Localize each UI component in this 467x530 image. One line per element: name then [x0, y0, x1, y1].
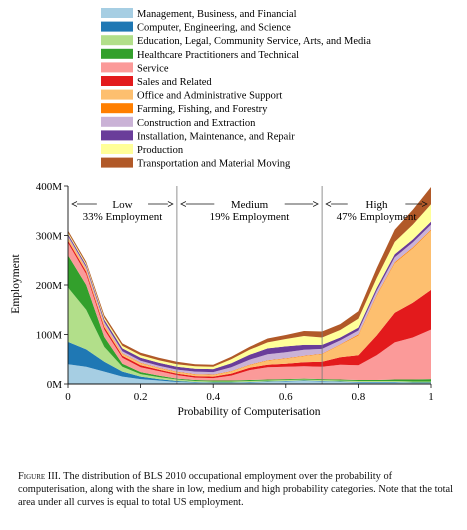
y-tick-label: 400M — [36, 181, 63, 193]
legend-swatch-service — [101, 62, 133, 73]
x-tick-label: 0.2 — [134, 391, 148, 403]
caption-text: The distribution of BLS 2010 occupationa… — [18, 471, 454, 508]
y-tick-label: 200M — [36, 280, 63, 292]
legend-label-farming-fishing-and-forestry: Farming, Fishing, and Forestry — [137, 104, 268, 115]
legend-label-construction-and-extraction: Construction and Extraction — [137, 118, 256, 129]
region-share-1: 33% Employment — [83, 211, 163, 223]
region-arrowhead-left-1 — [71, 201, 78, 207]
stacked-areas — [68, 187, 431, 384]
y-tick-label: 0M — [47, 379, 63, 391]
legend-label-computer-engineering-and-science: Computer, Engineering, and Science — [137, 23, 291, 34]
x-tick-label: 1 — [428, 391, 434, 403]
legend-label-production: Production — [137, 145, 184, 156]
region-arrowhead-left-2 — [180, 201, 187, 207]
x-tick-label: 0.6 — [279, 391, 293, 403]
employment-distribution-chart: Management, Business, and Financial Compu… — [10, 8, 434, 418]
region-arrowhead-right-1 — [167, 201, 174, 207]
region-name-2: Medium — [231, 199, 269, 211]
legend-swatch-farming-fishing-and-forestry — [101, 103, 133, 114]
legend-swatch-sales-and-related — [101, 76, 133, 86]
legend-swatch-transportation-and-material-moving — [101, 157, 133, 168]
legend-swatch-management-business-and-financial — [101, 8, 133, 18]
x-tick-label: 0.8 — [352, 391, 366, 403]
region-arrowhead-right-2 — [312, 201, 319, 207]
legend-label-office-and-administrative-support: Office and Administrative Support — [137, 91, 282, 102]
region-name-1: Low — [112, 199, 132, 211]
region-arrowhead-right-3 — [421, 201, 428, 207]
figure-caption: Figure III. The distribution of BLS 2010… — [18, 470, 454, 509]
caption-lead: Figure III. — [18, 471, 61, 482]
legend-label-healthcare-practitioners-and-technical: Healthcare Practitioners and Technical — [137, 50, 299, 61]
legend-label-sales-and-related: Sales and Related — [137, 77, 212, 88]
legend-swatch-production — [101, 144, 133, 154]
region-arrowhead-left-3 — [325, 201, 332, 207]
x-axis-title: Probability of Computerisation — [177, 406, 320, 418]
legend-swatch-healthcare-practitioners-and-technical — [101, 48, 133, 59]
region-name-3: High — [366, 199, 389, 211]
y-tick-label: 300M — [36, 231, 63, 243]
legend-swatch-construction-and-extraction — [101, 116, 133, 127]
legend-label-service: Service — [137, 63, 169, 74]
legend-swatch-computer-engineering-and-science — [101, 21, 133, 32]
y-axis-title: Employment — [10, 253, 22, 313]
legend-label-management-business-and-financial: Management, Business, and Financial — [137, 9, 297, 20]
region-share-2: 19% Employment — [210, 211, 290, 223]
legend-swatch-education-legal-community-service-arts-and-media — [101, 35, 133, 46]
legend-label-education-legal-community-service-arts-and-media: Education, Legal, Community Service, Art… — [137, 36, 371, 47]
x-tick-label: 0.4 — [206, 391, 220, 403]
x-tick-label: 0 — [65, 391, 71, 403]
chart-legend: Management, Business, and Financial Compu… — [101, 8, 371, 170]
y-tick-label: 100M — [36, 330, 63, 342]
legend-swatch-office-and-administrative-support — [101, 89, 133, 100]
area-service — [68, 242, 431, 381]
area-management-business-and-financial — [68, 364, 431, 384]
category-boundaries — [176, 186, 323, 384]
legend-label-installation-maintenance-and-repair: Installation, Maintenance, and Repair — [137, 131, 295, 142]
legend-swatch-installation-maintenance-and-repair — [101, 130, 133, 141]
legend-label-transportation-and-material-moving: Transportation and Material Moving — [137, 159, 291, 170]
axis-ticks: 0 0.2 0.4 0.6 0.8 1 0M 100M 200M 300M 400M — [36, 181, 434, 403]
region-share-3: 47% Employment — [337, 211, 417, 223]
